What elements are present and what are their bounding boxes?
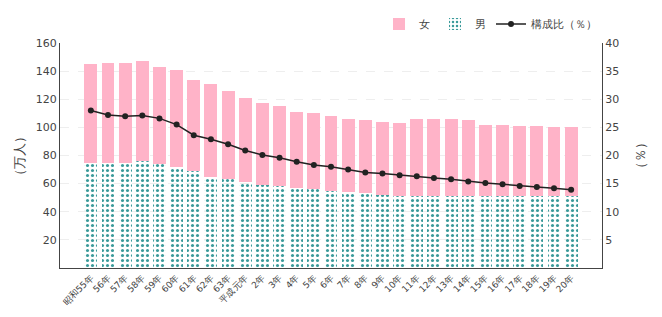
svg-text:20: 20 xyxy=(605,149,619,162)
svg-text:女: 女 xyxy=(419,18,430,31)
svg-text:17年: 17年 xyxy=(503,273,525,295)
svg-text:35: 35 xyxy=(605,65,619,78)
svg-text:7年: 7年 xyxy=(335,273,352,290)
svg-text:構成比（％）: 構成比（％） xyxy=(531,18,597,31)
svg-text:3年: 3年 xyxy=(267,273,284,290)
svg-text:61年: 61年 xyxy=(177,273,199,295)
svg-text:12年: 12年 xyxy=(417,273,439,295)
svg-text:2年: 2年 xyxy=(249,273,266,290)
svg-text:5: 5 xyxy=(605,234,612,247)
svg-text:56年: 56年 xyxy=(91,273,113,295)
svg-text:9年: 9年 xyxy=(370,273,387,290)
svg-text:100: 100 xyxy=(36,121,57,134)
svg-text:40: 40 xyxy=(43,206,57,219)
svg-text:5年: 5年 xyxy=(301,273,318,290)
svg-text:62年: 62年 xyxy=(194,273,216,295)
svg-text:男: 男 xyxy=(475,18,486,31)
svg-text:15: 15 xyxy=(605,177,619,190)
svg-text:20: 20 xyxy=(43,234,57,247)
svg-text:8年: 8年 xyxy=(352,273,369,290)
svg-text:25: 25 xyxy=(605,121,619,134)
svg-text:10年: 10年 xyxy=(383,273,405,295)
svg-text:14年: 14年 xyxy=(451,273,473,295)
svg-text:6年: 6年 xyxy=(318,273,335,290)
svg-text:10: 10 xyxy=(605,206,619,219)
svg-text:昭和55年: 昭和55年 xyxy=(61,273,95,307)
svg-text:58年: 58年 xyxy=(125,273,147,295)
svg-text:16年: 16年 xyxy=(486,273,508,295)
svg-text:60年: 60年 xyxy=(160,273,182,295)
svg-text:160: 160 xyxy=(36,37,57,50)
svg-text:（万人）: （万人） xyxy=(12,130,27,182)
svg-text:40: 40 xyxy=(605,37,619,50)
svg-text:30: 30 xyxy=(605,93,619,106)
svg-text:59年: 59年 xyxy=(143,273,165,295)
svg-text:4年: 4年 xyxy=(284,273,301,290)
svg-text:57年: 57年 xyxy=(108,273,130,295)
svg-text:13年: 13年 xyxy=(434,273,456,295)
svg-text:（％）: （％） xyxy=(633,136,648,175)
svg-text:18年: 18年 xyxy=(520,273,542,295)
svg-text:60: 60 xyxy=(43,177,57,190)
svg-text:63年: 63年 xyxy=(211,273,233,295)
svg-text:120: 120 xyxy=(36,93,57,106)
svg-text:140: 140 xyxy=(36,65,57,78)
svg-text:20年: 20年 xyxy=(554,273,576,295)
svg-text:平成元年: 平成元年 xyxy=(217,273,250,306)
svg-text:19年: 19年 xyxy=(537,273,559,295)
svg-text:15年: 15年 xyxy=(468,273,490,295)
svg-text:11年: 11年 xyxy=(400,273,422,295)
svg-text:80: 80 xyxy=(43,149,57,162)
